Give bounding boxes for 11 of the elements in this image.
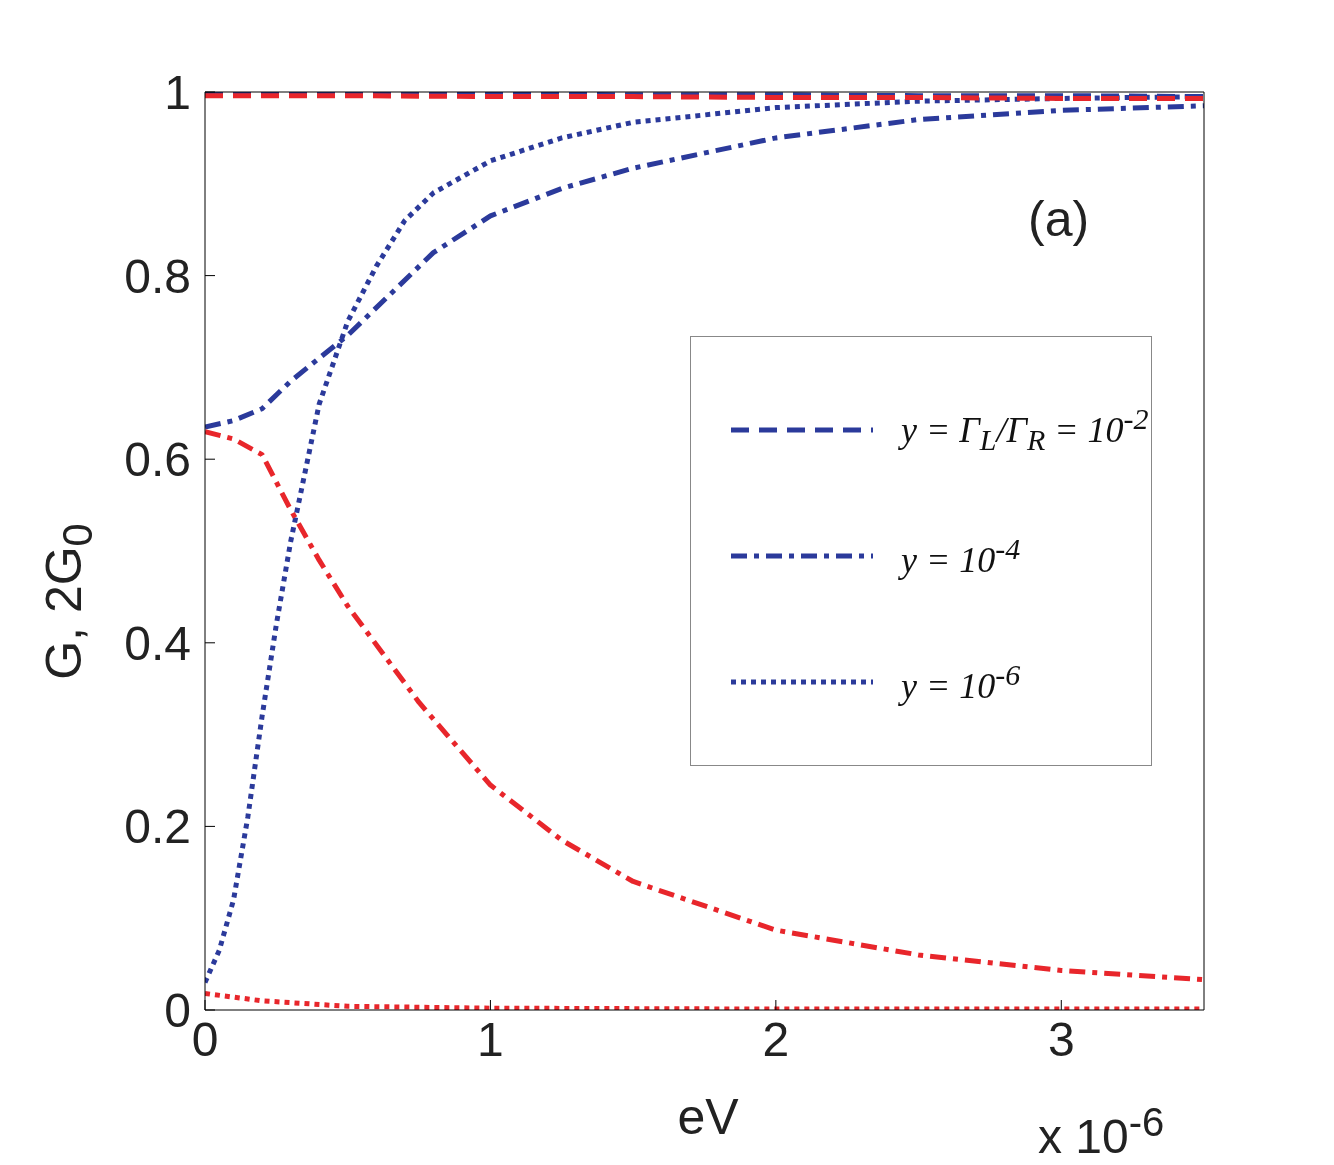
text: x 10$^{-6}$ — [1038, 1100, 1165, 1164]
y-tick-label: 1 — [164, 66, 191, 120]
y-tick-label: 0.2 — [124, 800, 191, 854]
annotation: (a) — [1028, 190, 1090, 248]
x-tick-label: 2 — [762, 1013, 790, 1067]
x-tick-label: 1 — [477, 1013, 504, 1067]
x-axis-title: eV — [676, 1088, 740, 1146]
y-tick-label: 0.8 — [124, 249, 191, 303]
y-tick-label: 0.6 — [124, 433, 191, 487]
x-tick-label: 3 — [1047, 1013, 1075, 1067]
y-tick-label: 0.4 — [124, 616, 191, 670]
